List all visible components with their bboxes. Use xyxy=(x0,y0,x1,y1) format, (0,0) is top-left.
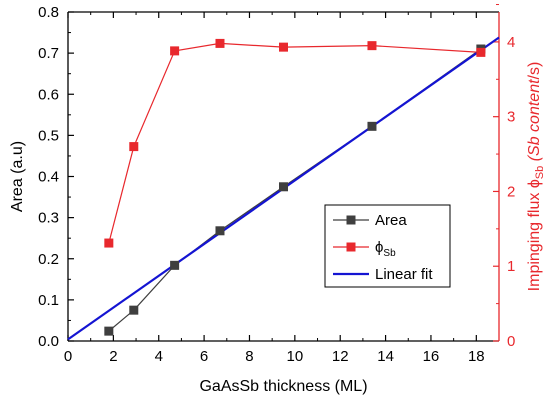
plot-frame xyxy=(67,11,500,342)
y-right-tick-label: 0 xyxy=(507,333,515,350)
y-right-title-main: Impinging flux ϕ xyxy=(526,179,543,291)
y-right-title-italic: (Sb content xyxy=(526,79,543,166)
legend-label-sub: Sb xyxy=(383,248,396,259)
x-tick-label: 18 xyxy=(468,348,485,365)
phi-sb-data-point xyxy=(170,46,180,56)
y-left-tick-label: 0.7 xyxy=(38,45,59,62)
x-tick-label: 0 xyxy=(64,348,72,365)
area-data-point xyxy=(104,326,114,336)
legend-label-main: Area xyxy=(375,212,407,229)
legend-label: ϕSb xyxy=(375,239,396,259)
y-right-tick-label: 4 xyxy=(507,34,515,51)
phi-sb-data-point xyxy=(367,41,377,51)
legend-label-main: ϕ xyxy=(375,239,383,256)
area-data-point xyxy=(279,182,288,192)
x-tick-label: 14 xyxy=(377,348,394,365)
y-left-tick-label: 0.3 xyxy=(38,210,59,227)
legend-label: Area xyxy=(375,212,407,229)
x-tick-label: 16 xyxy=(423,348,440,365)
y-right-tick-label: 3 xyxy=(507,109,515,126)
legend-swatch-marker xyxy=(346,242,356,252)
x-tick-label: 6 xyxy=(200,348,208,365)
area-data-point xyxy=(170,260,180,270)
legend: Area ϕSb Linear fit xyxy=(324,204,451,288)
y-right-tick-label: 1 xyxy=(507,258,515,275)
x-tick-label: 12 xyxy=(332,348,349,365)
y-left-tick-label: 0.2 xyxy=(38,251,59,268)
y-right-title-suffix: /s) xyxy=(526,62,543,80)
tick-labels: 0 2 4 6 8 10 12 14 16 180.00.10.20.30.40.50.60.70… xyxy=(38,4,515,365)
y-left-tick-label: 0.8 xyxy=(38,4,59,21)
y-left-axis-title: Area (a.u) xyxy=(9,141,26,212)
phi-sb-data-point xyxy=(129,142,139,152)
x-tick-label: 2 xyxy=(109,348,117,365)
axis-titles: GaAsSb thickness (ML) Area (a.u) Impinging… xyxy=(9,62,546,395)
area-data-point xyxy=(367,121,377,131)
y-right-axis-title: Impinging flux ϕSb (Sb content/s) xyxy=(526,62,546,292)
y-left-tick-label: 0.5 xyxy=(38,127,59,144)
phi-sb-data-point xyxy=(104,238,114,248)
legend-label-main: Linear fit xyxy=(375,266,433,283)
legend-swatch-marker xyxy=(346,215,356,225)
y-left-tick-label: 0.0 xyxy=(38,333,59,350)
x-axis-title: GaAsSb thickness (ML) xyxy=(199,378,367,395)
y-right-title-sub: Sb xyxy=(534,166,546,179)
y-left-tick-label: 0.6 xyxy=(38,86,59,103)
series-layer xyxy=(67,36,500,341)
x-tick-label: 8 xyxy=(245,348,253,365)
area-data-point xyxy=(129,305,139,315)
y-left-tick-label: 0.4 xyxy=(38,169,59,186)
x-tick-label: 4 xyxy=(155,348,163,365)
y-right-tick-label: 2 xyxy=(507,183,515,200)
area-series-line xyxy=(108,48,482,332)
x-tick-label: 10 xyxy=(286,348,303,365)
phi-sb-data-point xyxy=(215,38,225,48)
y-left-tick-label: 0.1 xyxy=(38,292,59,309)
area-data-point xyxy=(215,226,225,236)
axis-ticks xyxy=(67,4,499,342)
phi-sb-data-point xyxy=(476,47,486,57)
phi-sb-data-point xyxy=(279,42,288,52)
legend-label: Linear fit xyxy=(375,266,433,283)
